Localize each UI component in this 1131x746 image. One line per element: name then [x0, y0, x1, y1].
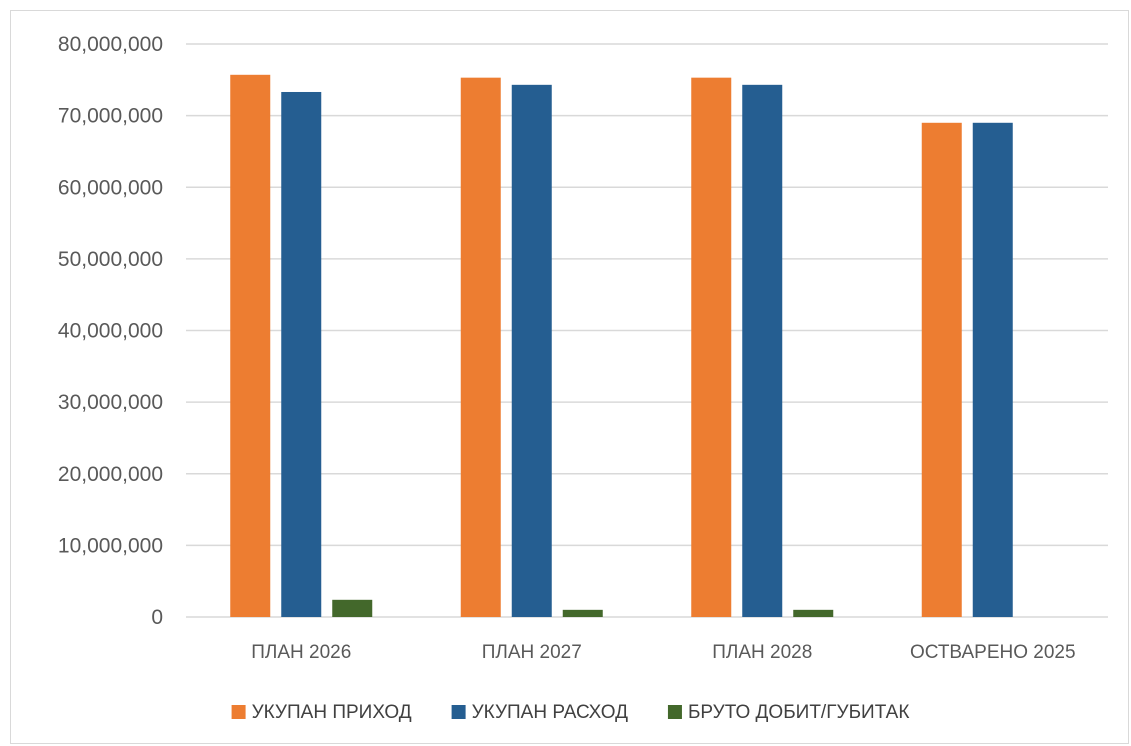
- y-tick-label: 10,000,000: [58, 534, 163, 557]
- x-category-label: ПЛАН 2026: [251, 642, 351, 663]
- bar-1-1: [230, 74, 271, 617]
- legend-label: УКУПАН ПРИХОД: [252, 702, 412, 723]
- legend-item: УКУПАН РАСХОД: [451, 702, 628, 723]
- bar-3-2: [562, 609, 603, 617]
- bar-1-4: [921, 122, 962, 617]
- y-tick-label: 30,000,000: [58, 391, 163, 414]
- y-tick-label: 0: [151, 606, 163, 629]
- bar-2-1: [281, 91, 322, 617]
- legend-swatch: [451, 705, 466, 719]
- bar-1-3: [691, 77, 732, 617]
- bar-2-4: [972, 122, 1013, 617]
- x-category-label: ПЛАН 2027: [482, 642, 582, 663]
- legend-swatch: [667, 705, 682, 719]
- legend-item: УКУПАН ПРИХОД: [231, 702, 412, 723]
- y-tick-label: 20,000,000: [58, 463, 163, 486]
- legend-swatch: [231, 705, 246, 719]
- legend-label: БРУТО ДОБИТ/ГУБИТАК: [688, 702, 909, 723]
- legend-item: БРУТО ДОБИТ/ГУБИТАК: [667, 702, 909, 723]
- chart-frame: 0 10,000,000 20,000,000 30,000,000 40,000,00…: [10, 10, 1129, 744]
- gridlines: [186, 43, 1108, 618]
- x-category-label: ПЛАН 2028: [712, 642, 812, 663]
- legend: УКУПАН ПРИХОД УКУПАН РАСХОД БРУТО ДОБИТ/ГУ…: [231, 702, 909, 723]
- y-axis-tick-labels: 0 10,000,000 20,000,000 30,000,000 40,000,00…: [58, 33, 163, 629]
- y-tick-label: 80,000,000: [58, 33, 163, 56]
- y-tick-label: 50,000,000: [58, 248, 163, 271]
- bar-3-1: [332, 599, 373, 617]
- bar-chart: 0 10,000,000 20,000,000 30,000,000 40,000,00…: [58, 33, 1108, 723]
- bar-2-3: [742, 84, 783, 618]
- y-tick-label: 60,000,000: [58, 176, 163, 199]
- y-tick-label: 70,000,000: [58, 105, 163, 128]
- x-category-label: ОСТВАРЕНО 2025: [910, 642, 1076, 663]
- bars: [230, 74, 1013, 618]
- bar-2-2: [511, 84, 552, 618]
- bar-1-2: [460, 77, 501, 617]
- x-axis-category-labels: ПЛАН 2026 ПЛАН 2027 ПЛАН 2028 ОСТВАРЕНО 202…: [251, 642, 1075, 663]
- legend-label: УКУПАН РАСХОД: [472, 702, 628, 723]
- y-tick-label: 40,000,000: [58, 320, 163, 343]
- bar-3-3: [793, 609, 834, 617]
